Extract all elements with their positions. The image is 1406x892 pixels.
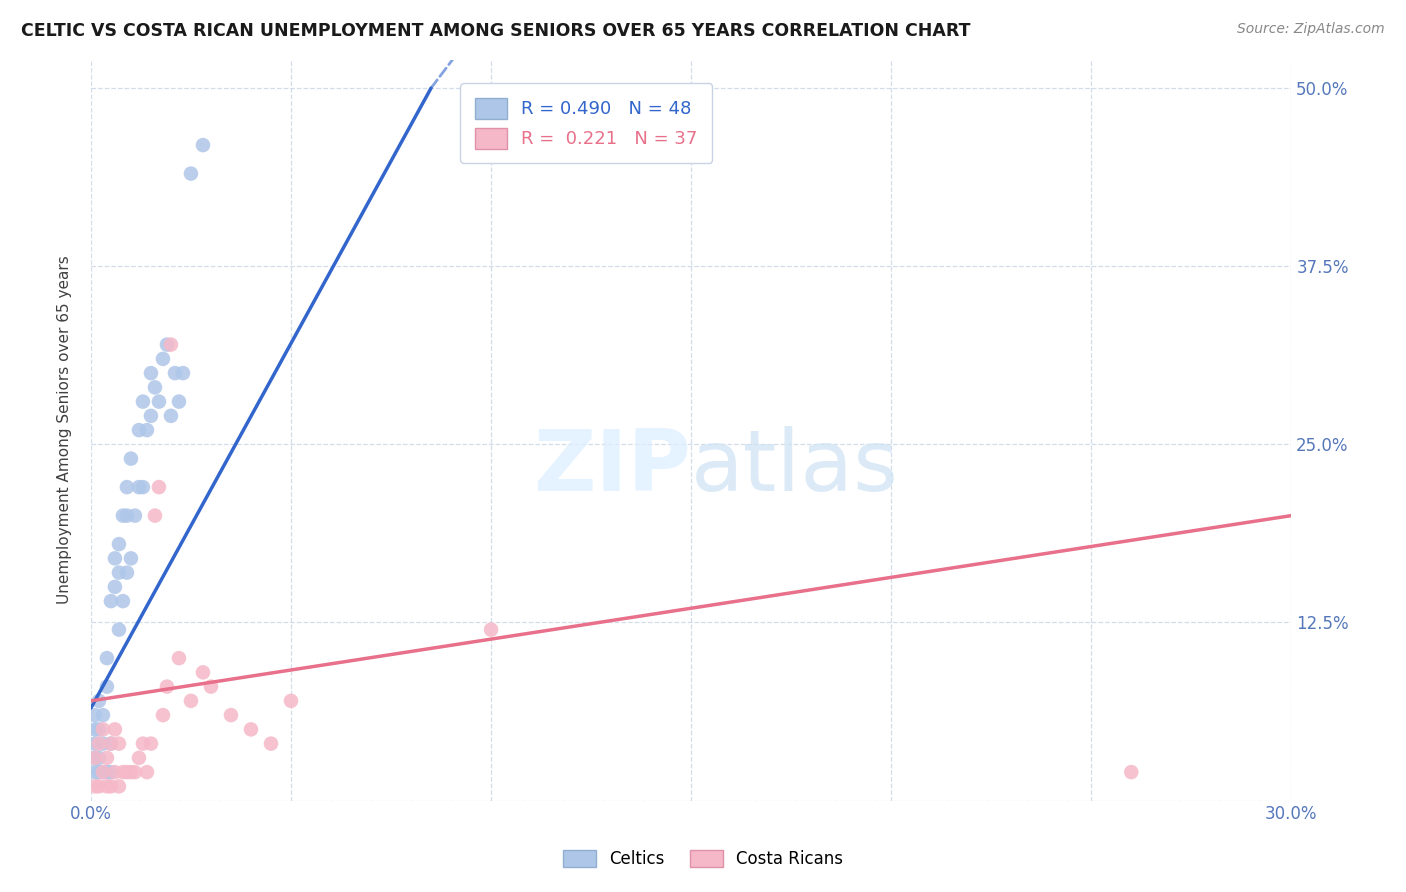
Point bbox=[160, 337, 183, 351]
Point bbox=[84, 723, 107, 737]
Point bbox=[128, 480, 150, 494]
Point bbox=[100, 594, 122, 608]
Point bbox=[280, 694, 302, 708]
Point bbox=[104, 765, 127, 780]
Point bbox=[84, 737, 107, 751]
Point bbox=[148, 394, 170, 409]
Point bbox=[167, 394, 190, 409]
Point bbox=[111, 765, 134, 780]
Text: Source: ZipAtlas.com: Source: ZipAtlas.com bbox=[1237, 22, 1385, 37]
Point bbox=[139, 409, 162, 423]
Point bbox=[128, 423, 150, 437]
Legend: Celtics, Costa Ricans: Celtics, Costa Ricans bbox=[555, 843, 851, 875]
Point bbox=[84, 780, 107, 794]
Point bbox=[152, 351, 174, 366]
Point bbox=[148, 480, 170, 494]
Point bbox=[156, 680, 179, 694]
Point bbox=[132, 480, 155, 494]
Point bbox=[180, 694, 202, 708]
Point bbox=[87, 694, 110, 708]
Point bbox=[139, 366, 162, 380]
Point bbox=[120, 765, 142, 780]
Point bbox=[104, 580, 127, 594]
Point bbox=[143, 380, 166, 394]
Point bbox=[132, 737, 155, 751]
Point bbox=[104, 723, 127, 737]
Point bbox=[84, 765, 107, 780]
Point bbox=[1121, 765, 1143, 780]
Text: CELTIC VS COSTA RICAN UNEMPLOYMENT AMONG SENIORS OVER 65 YEARS CORRELATION CHART: CELTIC VS COSTA RICAN UNEMPLOYMENT AMONG… bbox=[21, 22, 970, 40]
Point bbox=[120, 451, 142, 466]
Y-axis label: Unemployment Among Seniors over 65 years: Unemployment Among Seniors over 65 years bbox=[58, 256, 72, 605]
Point bbox=[84, 751, 107, 765]
Point bbox=[87, 780, 110, 794]
Point bbox=[136, 765, 159, 780]
Text: atlas: atlas bbox=[692, 425, 898, 508]
Legend: R = 0.490   N = 48, R =  0.221   N = 37: R = 0.490 N = 48, R = 0.221 N = 37 bbox=[460, 84, 713, 163]
Point bbox=[91, 723, 114, 737]
Point bbox=[96, 680, 118, 694]
Point bbox=[91, 737, 114, 751]
Point bbox=[108, 566, 131, 580]
Point bbox=[96, 780, 118, 794]
Point bbox=[96, 751, 118, 765]
Point bbox=[260, 737, 283, 751]
Point bbox=[132, 394, 155, 409]
Point bbox=[124, 508, 146, 523]
Point bbox=[120, 551, 142, 566]
Point bbox=[111, 594, 134, 608]
Point bbox=[87, 765, 110, 780]
Point bbox=[156, 337, 179, 351]
Point bbox=[136, 423, 159, 437]
Point bbox=[100, 780, 122, 794]
Point bbox=[115, 480, 138, 494]
Point bbox=[191, 665, 214, 680]
Point bbox=[100, 765, 122, 780]
Point bbox=[240, 723, 263, 737]
Point bbox=[163, 366, 186, 380]
Point bbox=[100, 737, 122, 751]
Point bbox=[87, 751, 110, 765]
Point bbox=[139, 737, 162, 751]
Text: ZIP: ZIP bbox=[533, 425, 692, 508]
Point bbox=[115, 765, 138, 780]
Point bbox=[479, 623, 502, 637]
Point bbox=[96, 651, 118, 665]
Point bbox=[124, 765, 146, 780]
Point bbox=[172, 366, 194, 380]
Point bbox=[111, 508, 134, 523]
Point bbox=[96, 765, 118, 780]
Point bbox=[160, 409, 183, 423]
Point bbox=[115, 566, 138, 580]
Point bbox=[100, 737, 122, 751]
Point bbox=[108, 623, 131, 637]
Point bbox=[91, 765, 114, 780]
Point bbox=[167, 651, 190, 665]
Point bbox=[143, 508, 166, 523]
Point bbox=[191, 138, 214, 153]
Point bbox=[108, 737, 131, 751]
Point bbox=[128, 751, 150, 765]
Point bbox=[104, 551, 127, 566]
Point bbox=[84, 751, 107, 765]
Point bbox=[219, 708, 242, 723]
Point bbox=[91, 708, 114, 723]
Point bbox=[200, 680, 222, 694]
Point bbox=[87, 737, 110, 751]
Point bbox=[84, 708, 107, 723]
Point bbox=[115, 508, 138, 523]
Point bbox=[91, 765, 114, 780]
Point bbox=[152, 708, 174, 723]
Point bbox=[87, 723, 110, 737]
Point bbox=[180, 167, 202, 181]
Point bbox=[108, 537, 131, 551]
Point bbox=[108, 780, 131, 794]
